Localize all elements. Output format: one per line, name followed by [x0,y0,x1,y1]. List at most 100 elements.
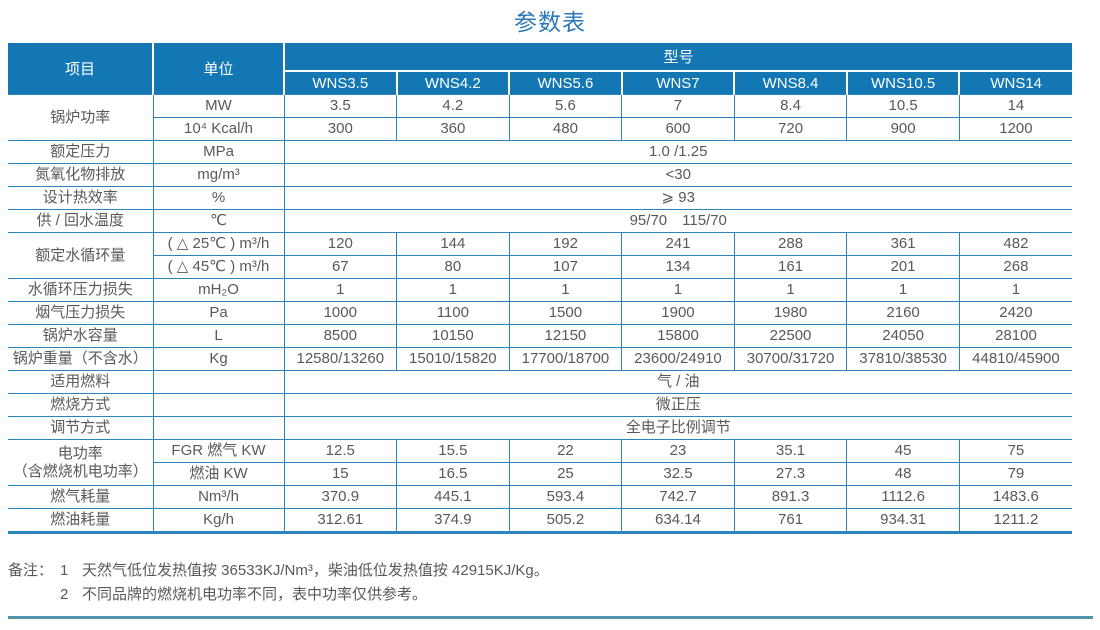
table-row: 电功率 （含燃烧机电功率） FGR 燃气 KW 12.5 15.5 22 23 35.1 45 7… [8,439,1072,486]
item-cell: 设计热效率 [8,186,154,210]
unit-cell: mg/m³ [152,163,285,187]
unit-cell: ( △ 45℃ ) m³/h [152,255,285,279]
unit-cell: Kg [152,347,285,371]
value-cell: 360 [396,117,510,141]
footnote-number: 1 [60,562,69,579]
value-cell: 8500 [283,324,398,348]
table-row: 额定压力 MPa 1.0 /1.25 [8,140,1072,164]
value-cell: 23 [621,439,735,463]
item-cell: 锅炉重量（不含水） [8,347,154,371]
unit-cell: Pa [152,301,285,325]
value-cell: 192 [508,232,623,256]
item-cell: 燃烧方式 [8,393,154,417]
column-header-item: 项目 [8,43,153,95]
value-cell: 1980 [733,301,848,325]
header-group-row: 项目 单位 型号 [8,43,1072,95]
value-cell: 67 [283,255,398,279]
value-cell: 1112.6 [846,485,960,509]
value-cell: 761 [733,508,848,534]
value-cell: 22500 [733,324,848,348]
value-cell: 288 [733,232,848,256]
item-cell: 锅炉功率 [8,94,154,141]
value-cell: 10.5 [846,94,960,118]
merged-value-cell: 微正压 [283,393,1072,417]
value-cell: 1000 [283,301,398,325]
item-cell: 供 / 回水温度 [8,209,154,233]
footnote-label [8,586,60,605]
model-column-header: WNS3.5 [283,71,397,95]
footnote-line: 备注： 1 天然气低位发热值按 36533KJ/Nm³，柴油低位发热值按 429… [8,562,549,581]
value-cell: 361 [846,232,960,256]
value-cell: 634.14 [621,508,735,534]
value-cell: 27.3 [733,462,848,486]
value-cell: 7 [621,94,735,118]
column-header-model-group: 型号 [283,43,1072,72]
table-body: 锅炉功率 MW 3.5 4.2 5.6 7 8.4 10.5 14 10⁴ Kcal/h 300 36… [8,94,1072,534]
value-cell: 144 [396,232,510,256]
item-cell: 燃气耗量 [8,485,154,509]
value-cell: 30700/31720 [733,347,848,371]
item-cell: 额定水循环量 [8,232,154,279]
value-cell: 12580/13260 [283,347,398,371]
bottom-divider [8,616,1093,619]
value-cell: 241 [621,232,735,256]
item-cell-line2: （含燃烧机电功率） [12,462,148,480]
model-column-header: WNS4.2 [395,71,510,95]
value-cell: 25 [508,462,623,486]
value-cell: 268 [958,255,1072,279]
spec-table: 项目 单位 型号 WNS3.5 WNS4.2 WNS5.6 WNS7 WNS8.4 WNS… [8,43,1072,534]
footnote-label: 备注： [8,562,54,579]
table-row: 燃油 KW 15 16.5 25 32.5 27.3 48 79 [8,462,1072,486]
table-row: 额定水循环量( △ 25℃ ) m³/h 120 144 192 241 288 361 48… [8,232,1072,279]
value-cell: 1100 [396,301,510,325]
value-cell: 4.2 [396,94,510,118]
value-cell: 1211.2 [958,508,1072,534]
unit-cell: L [152,324,285,348]
item-cell: 调节方式 [8,416,154,440]
item-cell: 额定压力 [8,140,154,164]
value-cell: 107 [508,255,623,279]
unit-cell: ( △ 25℃ ) m³/h [152,232,285,256]
value-cell: 2160 [846,301,960,325]
unit-cell: ℃ [152,209,285,233]
value-cell: 15 [283,462,398,486]
merged-value-cell: 1.0 /1.25 [283,140,1072,164]
value-cell: 17700/18700 [508,347,623,371]
unit-cell [152,393,285,417]
table-row: 设计热效率% ⩾ 93 [8,186,1072,210]
table-row: 烟气压力损失 Pa 1000 1100 1500 1900 1980 2160 2420 [8,301,1072,325]
unit-cell: Nm³/h [152,485,285,509]
value-cell: 1 [396,278,510,302]
value-cell: 79 [958,462,1072,486]
merged-value-cell: 气 / 油 [283,370,1072,394]
table-row: 锅炉水容量 L 8500 10150 12150 15800 22500 24050 28100 [8,324,1072,348]
value-cell: 505.2 [508,508,623,534]
footnote-text: 天然气低位发热值按 36533KJ/Nm³，柴油低位发热值按 42915KJ/K… [82,562,549,579]
item-cell: 燃油耗量 [8,508,154,534]
value-cell: 891.3 [733,485,848,509]
value-cell: 5.6 [508,94,623,118]
value-cell: 1500 [508,301,623,325]
item-cell: 氮氧化物排放 [8,163,154,187]
value-cell: 80 [396,255,510,279]
table-row: 燃气耗量 Nm³/h 370.9 445.1 593.4 742.7 891.3 1112.6… [8,485,1072,509]
value-cell: 374.9 [396,508,510,534]
value-cell: 161 [733,255,848,279]
unit-cell [152,416,285,440]
table-row: 燃油耗量 Kg/h 312.61 374.9 505.2 634.14 761 934.31 1… [8,508,1072,534]
value-cell: 370.9 [283,485,398,509]
unit-cell [152,370,285,394]
value-cell: 1 [283,278,398,302]
value-cell: 3.5 [283,94,398,118]
value-cell: 12.5 [283,439,398,463]
value-cell: 37810/38530 [846,347,960,371]
value-cell: 300 [283,117,398,141]
value-cell: 45 [846,439,960,463]
value-cell: 1200 [958,117,1072,141]
table-row: 水循环压力损失 mH₂O 1 1 1 1 1 1 1 [8,278,1072,302]
value-cell: 1483.6 [958,485,1072,509]
unit-cell: FGR 燃气 KW [152,439,285,463]
model-column-header: WNS7 [620,71,735,95]
value-cell: 134 [621,255,735,279]
unit-cell: MW [152,94,285,118]
